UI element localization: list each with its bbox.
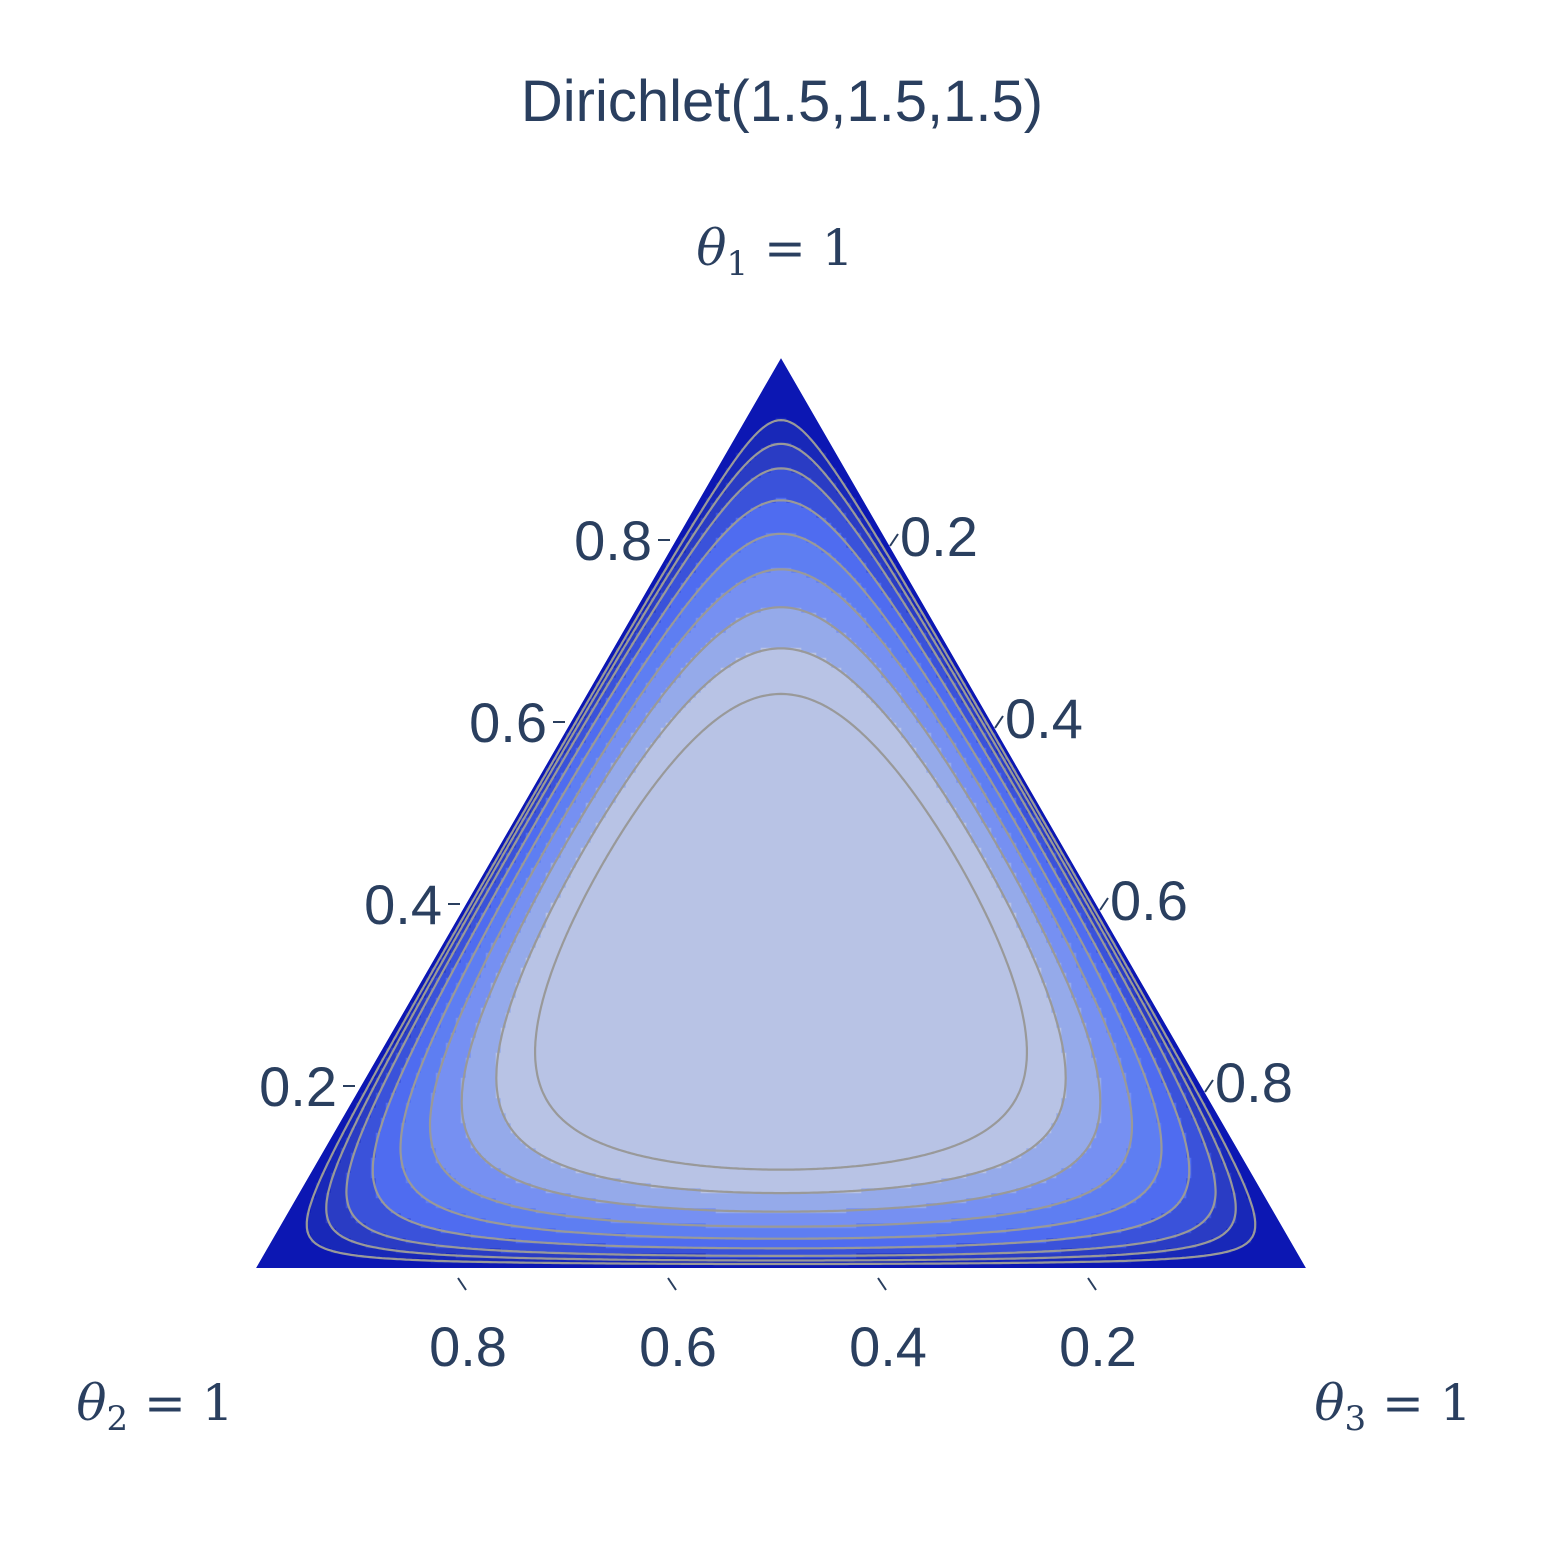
tick-label-theta1-1: 0.4	[364, 873, 442, 936]
tick-theta3-0	[889, 533, 899, 547]
tick-label-theta2-0: 0.8	[429, 1315, 507, 1378]
contour-line-3	[371, 499, 1191, 1250]
density-band-7	[460, 607, 1102, 1214]
contour-line-6	[460, 606, 1102, 1213]
tick-label-theta3-0: 0.2	[900, 505, 978, 568]
density-fill-layer	[256, 358, 1306, 1268]
tick-label-theta3-3: 0.8	[1215, 1051, 1293, 1114]
vertex-label-theta3: θ3 = 1	[1314, 1374, 1471, 1439]
contour-line-0	[305, 419, 1257, 1266]
tick-label-theta3-1: 0.4	[1005, 687, 1083, 750]
contour-line-1	[325, 442, 1237, 1262]
density-band-8	[495, 647, 1067, 1194]
tick-theta3-3	[1204, 1079, 1214, 1093]
tick-label-theta1-2: 0.6	[469, 691, 547, 754]
contour-plot-area	[256, 358, 1306, 1268]
vertex-label-theta2: θ2 = 1	[76, 1374, 233, 1439]
contour-line-7	[495, 647, 1067, 1195]
contour-line-4	[399, 532, 1163, 1240]
tick-label-theta1-3: 0.8	[574, 509, 652, 572]
tick-label-theta2-3: 0.2	[1059, 1315, 1137, 1378]
tick-theta3-2	[1099, 897, 1109, 911]
tick-theta2-3	[1087, 1277, 1097, 1291]
contour-line-2	[345, 467, 1217, 1257]
chart-title: Dirichlet(1.5,1.5,1.5)	[521, 69, 1043, 134]
contour-line-layer	[305, 419, 1257, 1266]
contour-line-5	[428, 568, 1134, 1228]
contour-line-8	[534, 692, 1028, 1171]
tick-label-theta2-2: 0.4	[849, 1315, 927, 1378]
tick-label-theta2-1: 0.6	[639, 1315, 717, 1378]
tick-theta2-1	[667, 1277, 677, 1291]
tick-theta3-1	[994, 715, 1004, 729]
tick-theta2-0	[457, 1277, 467, 1291]
ternary-axes: 0.2 0.4 0.6 0.8 0.2 0.4 0.6 0.8 0.8 0.6 0.4 0.2	[259, 505, 1293, 1378]
density-band-2	[325, 442, 1237, 1259]
tick-label-theta3-2: 0.6	[1110, 869, 1188, 932]
vertex-label-theta1: θ1 = 1	[696, 219, 853, 284]
tick-label-theta1-0: 0.2	[259, 1055, 337, 1118]
tick-theta2-2	[877, 1277, 887, 1291]
